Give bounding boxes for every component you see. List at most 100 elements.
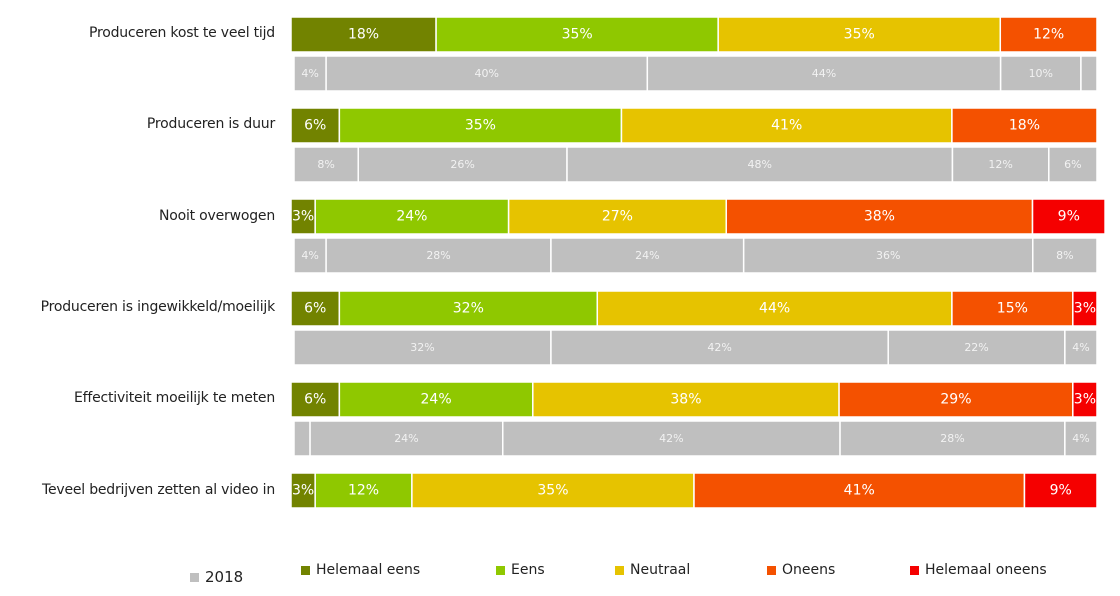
bar-segment <box>314 472 413 509</box>
comparison-bar-segment <box>839 420 1066 457</box>
comparison-data-label: 4% <box>1072 341 1089 354</box>
comparison-data-label: 24% <box>635 249 659 262</box>
bar-data-label: 29% <box>940 392 971 408</box>
bar-data-label: 41% <box>771 118 802 134</box>
legend-item-eens: Eens <box>496 562 545 578</box>
bar-segment <box>717 16 1002 53</box>
comparison-bar-segment <box>646 55 1002 92</box>
bar-data-label: 3% <box>292 209 314 225</box>
comparison-data-label: 12% <box>988 158 1012 171</box>
comparison-bar-segment <box>742 237 1034 274</box>
bar-data-label: 12% <box>348 483 379 499</box>
comparison-data-label: 32% <box>410 341 434 354</box>
comparison-bar-segment <box>293 55 327 92</box>
legend-item-helemaal-eens: Helemaal eens <box>301 562 420 578</box>
comparison-data-label: 10% <box>1029 67 1053 80</box>
comparison-bar-segment <box>999 55 1082 92</box>
comparison-bar-segment <box>1032 237 1098 274</box>
category-label: Teveel bedrijven zetten al video in <box>41 482 275 498</box>
legend-label: Helemaal eens <box>316 562 421 578</box>
bar-segment <box>1031 198 1106 235</box>
comparison-bar-segment <box>293 329 552 366</box>
comparison-data-label: 24% <box>394 432 418 445</box>
legend-swatch <box>496 565 505 575</box>
comparison-bar-segment <box>293 420 311 457</box>
comparison-bar-segment <box>1064 420 1098 457</box>
bar-segment <box>838 381 1074 418</box>
bar-segment <box>290 472 316 509</box>
bar-segment <box>507 198 727 235</box>
legend-label: 2018 <box>205 568 244 586</box>
legend-label: Helemaal oneens <box>925 562 1047 578</box>
comparison-data-label: 4% <box>301 67 318 80</box>
bar-segment <box>290 107 341 144</box>
comparison-bar-segment <box>309 420 504 457</box>
comparison-data-label: 48% <box>748 158 772 171</box>
category-label: Produceren is ingewikkeld/moeilijk <box>40 299 276 315</box>
bar-segment <box>1023 472 1098 509</box>
bar-data-label: 12% <box>1033 27 1064 43</box>
category-label: Produceren is duur <box>146 116 275 132</box>
bar-segment <box>951 107 1098 144</box>
bar-data-label: 15% <box>997 301 1028 317</box>
comparison-data-label: 44% <box>812 67 836 80</box>
bar-segment <box>1072 381 1098 418</box>
comparison-bar-segment <box>325 55 649 92</box>
bar-data-label: 3% <box>1074 301 1096 317</box>
bar-data-label: 24% <box>421 392 452 408</box>
bar-data-label: 9% <box>1058 209 1080 225</box>
legend-item-2018: 2018 <box>190 568 243 586</box>
comparison-bar-segment <box>1080 55 1098 92</box>
comparison-bar-segment <box>951 146 1050 183</box>
bar-data-label: 3% <box>292 483 314 499</box>
bar-segment <box>999 16 1098 53</box>
comparison-bar-segment <box>887 329 1066 366</box>
legend-swatch <box>910 565 919 575</box>
legend-label: Oneens <box>782 562 836 578</box>
comparison-data-label: 42% <box>659 432 683 445</box>
comparison-bar-segment <box>357 146 568 183</box>
legend-label: Neutraal <box>630 562 691 578</box>
comparison-data-label: 6% <box>1064 158 1081 171</box>
legend-label: Eens <box>511 562 545 578</box>
bar-segment <box>338 381 534 418</box>
comparison-bar-segment <box>566 146 954 183</box>
comparison-data-label: 8% <box>317 158 334 171</box>
comparison-bar-segment <box>1048 146 1098 183</box>
bar-data-label: 35% <box>844 27 875 43</box>
bar-segment <box>338 290 599 327</box>
bar-segment <box>725 198 1034 235</box>
bar-segment <box>693 472 1026 509</box>
bar-segment <box>314 198 510 235</box>
comparison-data-label: 28% <box>940 432 964 445</box>
bar-segment <box>1072 290 1098 327</box>
bar-segment <box>532 381 840 418</box>
bar-data-label: 38% <box>670 392 701 408</box>
legend-item-oneens: Oneens <box>767 562 835 578</box>
bar-segment <box>338 107 623 144</box>
bar-data-label: 18% <box>348 27 379 43</box>
comparison-bar-segment <box>1064 329 1098 366</box>
category-label: Effectiviteit moeilijk te meten <box>73 390 275 406</box>
bar-segment <box>620 107 953 144</box>
comparison-data-label: 42% <box>707 341 731 354</box>
comparison-data-label: 40% <box>474 67 498 80</box>
bar-data-label: 6% <box>304 118 326 134</box>
category-label: Nooit overwogen <box>158 208 275 224</box>
legend-swatch <box>767 565 776 575</box>
legend-item-helemaal-oneens: Helemaal oneens <box>910 562 1047 578</box>
bar-data-label: 9% <box>1050 483 1072 499</box>
category-label: Produceren kost te veel tijd <box>88 25 275 41</box>
comparison-data-label: 26% <box>450 158 474 171</box>
legend-swatch <box>190 572 199 582</box>
legend-swatch <box>301 565 310 575</box>
legend-swatch <box>615 565 624 575</box>
comparison-data-label: 4% <box>301 249 318 262</box>
bar-data-label: 35% <box>537 483 568 499</box>
comparison-data-label: 22% <box>964 341 988 354</box>
bar-data-label: 35% <box>465 118 496 134</box>
bar-data-label: 6% <box>304 301 326 317</box>
bar-data-label: 6% <box>304 392 326 408</box>
bar-segment <box>290 290 341 327</box>
